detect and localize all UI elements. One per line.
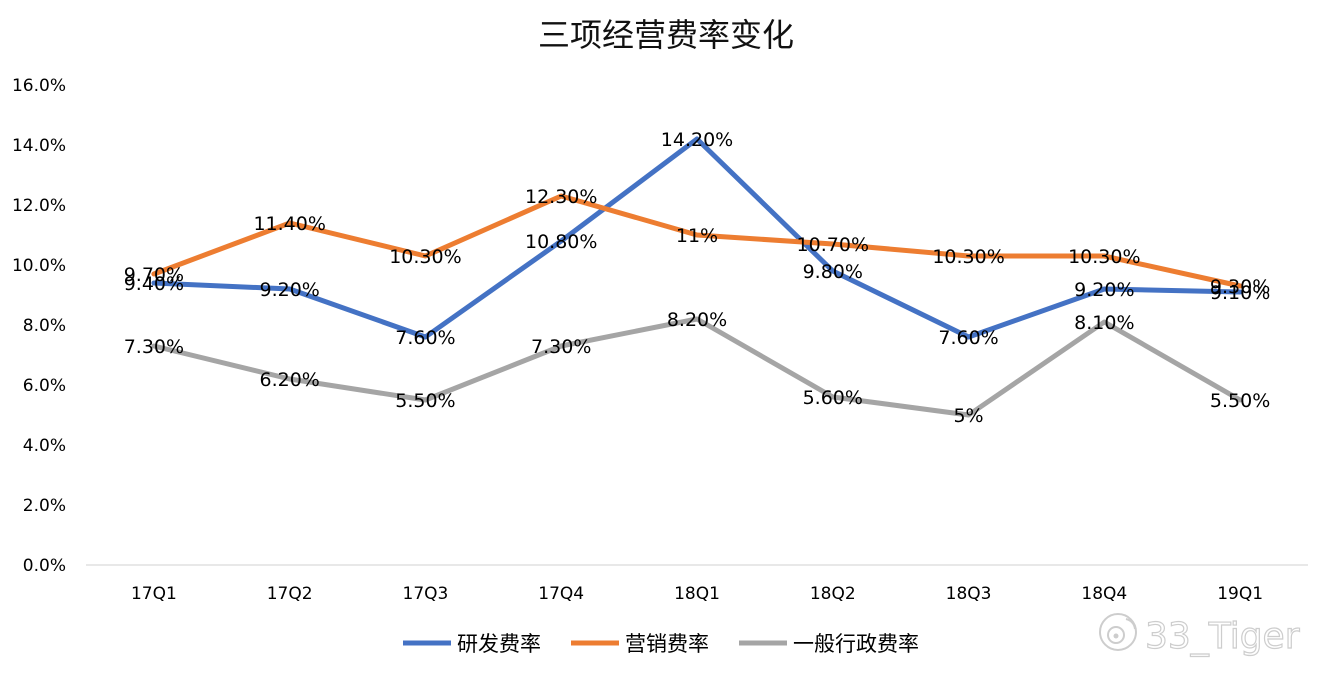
- x-tick-label: 17Q2: [267, 584, 313, 604]
- series-line: [151, 193, 1243, 289]
- weibo-logo-icon: [1099, 613, 1137, 651]
- data-label: 7.60%: [938, 327, 998, 349]
- watermark-text: 33_Tiger: [1145, 616, 1300, 657]
- x-tick-label: 18Q3: [946, 584, 992, 604]
- y-tick-label: 12.0%: [12, 196, 66, 216]
- watermark: 33_Tiger: [1099, 613, 1300, 658]
- data-label: 5.60%: [803, 387, 863, 409]
- x-tick-label: 18Q4: [1081, 584, 1127, 604]
- data-label: 7.30%: [124, 336, 184, 358]
- data-label: 9.10%: [1210, 282, 1270, 304]
- x-tick-label: 18Q2: [810, 584, 856, 604]
- legend-label: 一般行政费率: [793, 632, 919, 656]
- y-tick-label: 4.0%: [23, 436, 66, 456]
- series-lines: [151, 136, 1243, 418]
- y-tick-label: 14.0%: [12, 136, 66, 156]
- data-label: 11%: [676, 225, 718, 247]
- data-label: 10.70%: [797, 234, 869, 256]
- x-tick-label: 18Q1: [674, 584, 720, 604]
- data-label: 12.30%: [525, 186, 597, 208]
- data-label: 6.20%: [259, 369, 319, 391]
- data-label: 9.30%: [1210, 276, 1270, 298]
- data-label: 7.60%: [395, 327, 455, 349]
- data-label: 5.50%: [395, 390, 455, 412]
- x-tick-label: 19Q1: [1217, 584, 1263, 604]
- legend-label: 营销费率: [625, 632, 709, 656]
- data-label: 10.30%: [1068, 246, 1140, 268]
- y-tick-label: 10.0%: [12, 256, 66, 276]
- data-label: 9.80%: [803, 261, 863, 283]
- y-tick-label: 0.0%: [23, 556, 66, 576]
- data-label: 14.20%: [661, 129, 733, 151]
- axes: 0.0% 2.0% 4.0% 6.0% 8.0% 10.0% 12.0% 14.0% 16.0%…: [12, 76, 1308, 604]
- legend-label: 研发费率: [457, 632, 541, 656]
- y-tick-label: 6.0%: [23, 376, 66, 396]
- data-label: 9.40%: [124, 273, 184, 295]
- y-tick-label: 8.0%: [23, 316, 66, 336]
- legend: 研发费率 营销费率 一般行政费率: [403, 632, 919, 656]
- data-label: 8.10%: [1074, 312, 1134, 334]
- data-label: 7.30%: [531, 336, 591, 358]
- series-line: [151, 136, 1243, 340]
- series-line: [151, 316, 1243, 418]
- data-label: 11.40%: [253, 213, 325, 235]
- data-label: 5.50%: [1210, 390, 1270, 412]
- data-label: 10.30%: [932, 246, 1004, 268]
- data-label: 8.20%: [667, 309, 727, 331]
- data-labels: 9.40% 9.20% 7.60% 10.80% 14.20% 9.80% 7.60% 9.2…: [124, 129, 1271, 427]
- chart-title: 三项经营费率变化: [538, 16, 794, 54]
- y-tick-label: 2.0%: [23, 496, 66, 516]
- data-label: 10.80%: [525, 231, 597, 253]
- x-tick-label: 17Q4: [538, 584, 584, 604]
- y-tick-label: 16.0%: [12, 76, 66, 96]
- data-label: 9.20%: [259, 279, 319, 301]
- x-tick-label: 17Q3: [403, 584, 449, 604]
- x-tick-label: 17Q1: [131, 584, 177, 604]
- data-label: 9.20%: [1074, 279, 1134, 301]
- data-label: 10.30%: [389, 246, 461, 268]
- data-label: 5%: [953, 405, 983, 427]
- data-label: 9.70%: [124, 264, 184, 286]
